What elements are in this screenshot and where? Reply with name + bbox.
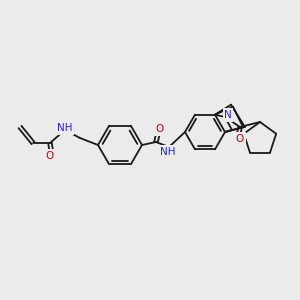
Text: N: N [224, 110, 232, 120]
Text: O: O [45, 151, 53, 161]
Text: O: O [155, 124, 163, 134]
Text: O: O [236, 134, 244, 144]
Text: NH: NH [57, 123, 73, 133]
Text: NH: NH [160, 147, 176, 157]
